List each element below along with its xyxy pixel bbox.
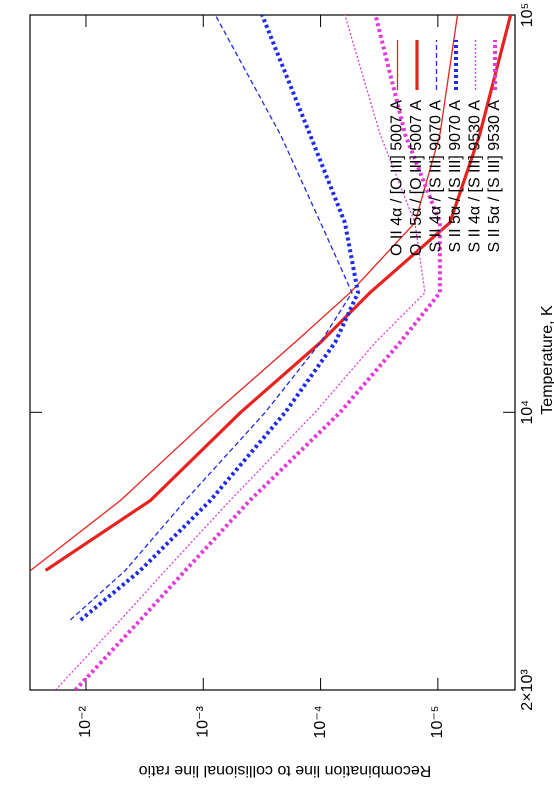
legend-label: O II 5α / [O III] 5007 A [408, 100, 425, 256]
legend-label: O II 4α / [O III] 5007 A [389, 100, 406, 256]
series-line [55, 15, 426, 690]
series-line [69, 15, 353, 621]
x-tick-label: 10⁴ [519, 400, 536, 425]
legend-label: S II 4α / [S III] 9530 A [467, 100, 484, 253]
y-tick-label: 10⁻³ [194, 706, 211, 738]
y-tick-label: 10⁻⁴ [312, 705, 329, 738]
series-line [44, 15, 513, 572]
legend-label: S II 5α / [S III] 9070 A [447, 100, 464, 253]
x-tick-label: 2×10³ [519, 669, 536, 711]
y-tick-label: 10⁻² [77, 706, 94, 738]
legend-label: S II 5α / [S III] 9530 A [486, 100, 503, 253]
y-axis-label: Recombination line to collisional line r… [139, 762, 432, 779]
series-line [30, 15, 459, 571]
plot-frame [29, 14, 516, 691]
y-tick-label: 10⁻⁵ [429, 706, 446, 739]
x-axis-label: Temperature, K [539, 305, 554, 415]
series-line [73, 15, 442, 690]
legend-label: S II 4α / [S III] 9070 A [428, 100, 445, 253]
series-line [79, 15, 360, 622]
x-tick-label: 10⁵ [519, 3, 536, 27]
